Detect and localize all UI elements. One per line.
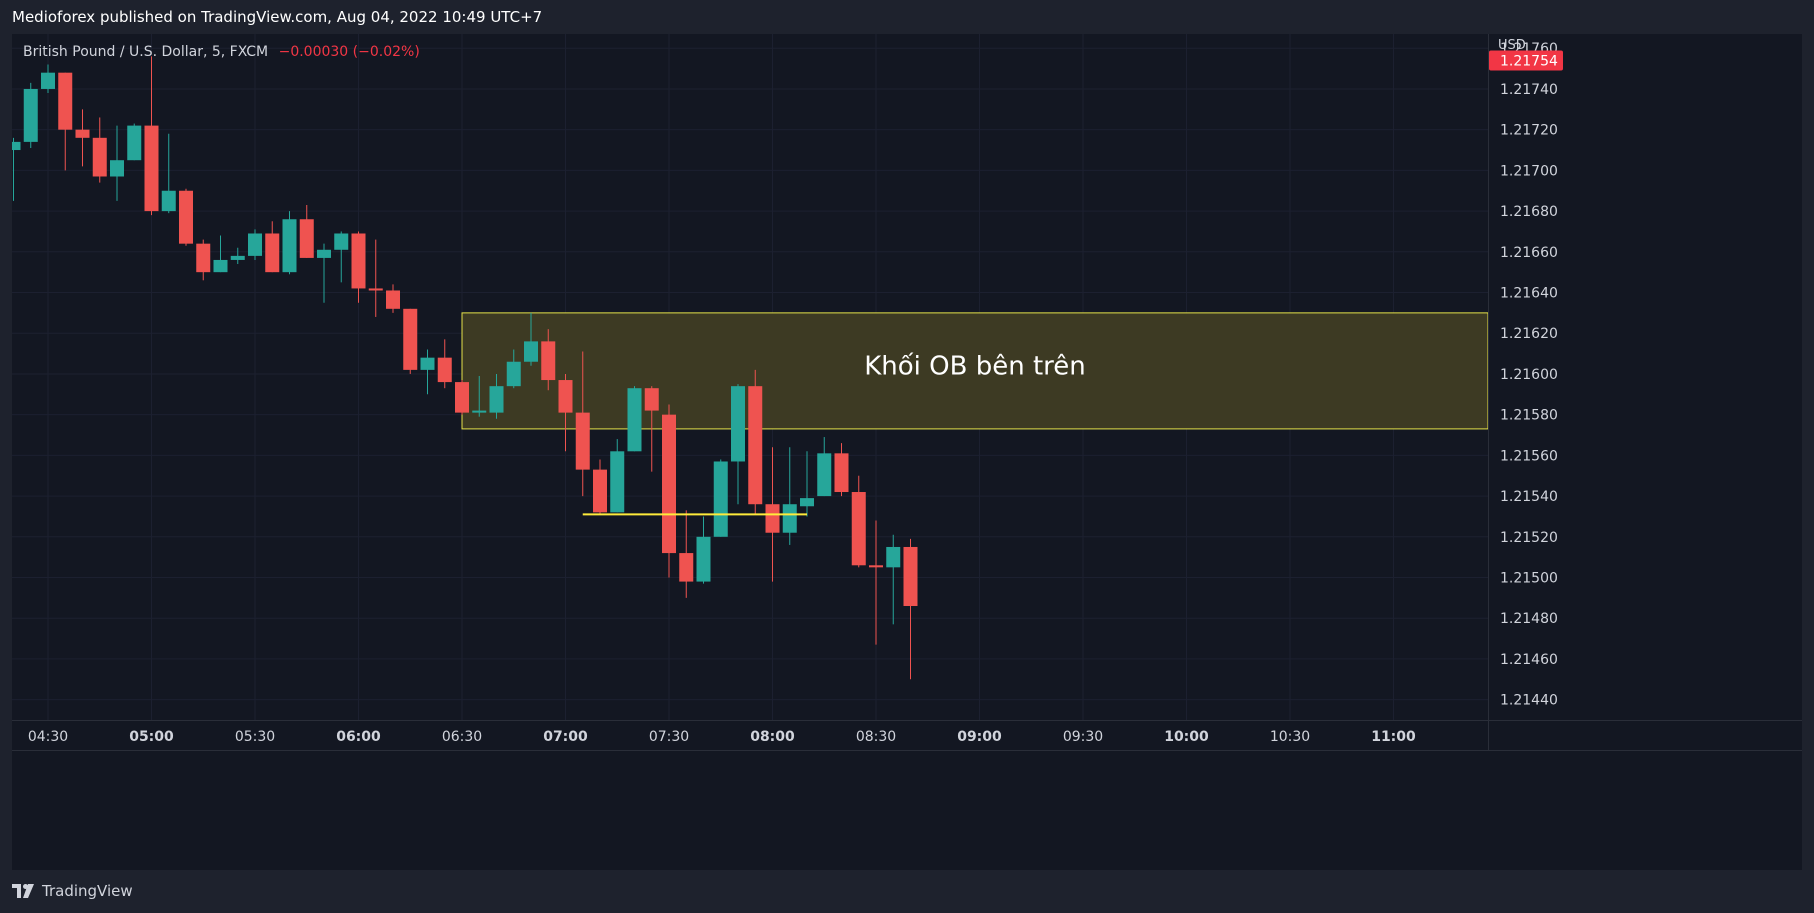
candle-body[interactable] [851,492,866,566]
candle-body[interactable] [748,386,763,505]
candle-body[interactable] [593,469,607,513]
candle-body[interactable] [834,453,849,493]
candle-body[interactable] [662,414,676,554]
candle-body[interactable] [713,461,728,537]
time-tick-label: 09:30 [1063,729,1103,745]
time-tick-label: 05:00 [129,729,174,745]
time-tick-label: 11:00 [1371,729,1416,745]
candle-body[interactable] [230,255,245,260]
time-tick-label: 09:00 [957,729,1002,745]
candle-body[interactable] [541,341,556,381]
candle-body[interactable] [110,160,124,177]
candle-body[interactable] [627,388,642,452]
footer-brand-label: TradingView [42,882,133,900]
price-tick-label: 1.21480 [1500,611,1558,627]
price-tick-label: 1.21600 [1500,367,1558,383]
candle-body[interactable] [817,453,832,497]
candle-body[interactable] [420,357,435,370]
footer-branding[interactable]: TradingView [12,878,133,904]
price-tick-label: 1.21520 [1500,530,1558,546]
price-change: −0.00030 (−0.02%) [278,44,420,60]
candle-body[interactable] [265,233,280,273]
price-tick-label: 1.21720 [1500,123,1558,139]
tradingview-logo-icon [12,883,38,899]
chart-area[interactable]: Khối OB bên trên USD 1.21760 1.21740 1.21720… [12,34,1802,870]
candle-body[interactable] [575,412,590,470]
time-tick-label: 08:30 [856,729,896,745]
candle-body[interactable] [144,125,159,212]
time-tick-label: 10:30 [1270,729,1310,745]
time-tick-label: 06:00 [336,729,381,745]
price-tick-label: 1.21500 [1500,571,1558,587]
last-price-tag [1489,50,1563,71]
candle-body[interactable] [368,288,383,291]
candle-body[interactable] [179,190,193,244]
price-tick-label: 1.21740 [1500,82,1558,98]
price-tick-label: 1.21700 [1500,163,1558,179]
candle-body[interactable] [869,565,883,568]
time-tick-label: 07:00 [543,729,588,745]
candle-body[interactable] [524,341,538,362]
price-tick-label: 1.21560 [1500,448,1558,464]
price-tick-label: 1.21440 [1500,693,1558,709]
candle-body[interactable] [282,219,297,273]
candle-body[interactable] [75,129,90,138]
time-tick-label: 08:00 [750,729,795,745]
symbol-title: British Pound / U.S. Dollar, 5, FXCM [23,44,269,60]
price-tick-label: 1.21460 [1500,652,1558,668]
candle-body[interactable] [489,386,504,413]
candle-body[interactable] [41,72,55,89]
publish-header: Medioforex published on TradingView.com,… [0,0,1814,34]
candle-body[interactable] [196,243,211,273]
candle-body[interactable] [58,72,73,130]
candle-body[interactable] [12,141,21,151]
price-tick-label: 1.21580 [1500,408,1558,424]
symbol-legend: British Pound / U.S. Dollar, 5, FXCM −0.… [23,44,420,60]
candle-body[interactable] [679,553,694,582]
candle-body[interactable] [886,546,901,568]
candle-body[interactable] [644,388,659,411]
candle-body[interactable] [161,190,176,212]
time-tick-label: 10:00 [1164,729,1209,745]
time-tick-label: 06:30 [442,729,482,745]
candle-body[interactable] [334,233,349,250]
currency-label: USD [1498,38,1526,53]
price-tick-label: 1.21660 [1500,245,1558,261]
candle-body[interactable] [248,233,262,256]
candle-body[interactable] [558,380,573,413]
price-tick-label: 1.21640 [1500,286,1558,302]
price-tick-label: 1.21620 [1500,326,1558,342]
candle-body[interactable] [731,386,745,462]
candle-body[interactable] [386,290,400,309]
candle-body[interactable] [317,249,331,258]
candle-body[interactable] [610,451,625,513]
candle-body[interactable] [403,308,418,370]
candle-body[interactable] [213,259,228,273]
candle-body[interactable] [455,382,469,413]
candle-body[interactable] [92,137,107,177]
candle-body[interactable] [127,125,142,161]
candle-body[interactable] [782,504,797,533]
time-tick-label: 05:30 [235,729,275,745]
candle-body[interactable] [299,219,314,258]
candle-body[interactable] [800,498,814,507]
zone-label: Khối OB bên trên [864,351,1086,381]
candle-body[interactable] [351,233,366,289]
candle-body[interactable] [472,410,487,413]
candlestick-chart[interactable]: Khối OB bên trênUSD1.217601.217401.21720… [12,34,1802,870]
candle-body[interactable] [506,361,521,387]
candle-body[interactable] [23,88,38,142]
time-tick-label: 04:30 [28,729,68,745]
chart-background [12,34,1802,870]
price-tick-label: 1.21680 [1500,204,1558,220]
last-price-label: 1.21754 [1500,53,1558,69]
candle-body[interactable] [437,357,452,383]
candle-body[interactable] [696,536,711,582]
candle-body[interactable] [765,504,780,533]
time-tick-label: 07:30 [649,729,689,745]
price-tick-label: 1.21540 [1500,489,1558,505]
candle-body[interactable] [903,546,918,607]
